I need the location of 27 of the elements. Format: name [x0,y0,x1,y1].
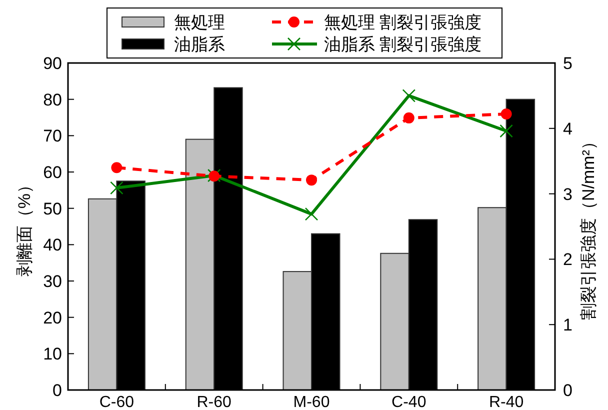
x-tick-label: R-40 [488,394,524,410]
y2-tick-label: 3 [563,184,572,204]
y2-tick-label: 1 [563,316,572,335]
y-tick-label: 80 [43,90,62,110]
y2-axis-title: 割裂引張強度（N/mm²） [579,133,598,320]
y-tick-label: 40 [43,236,62,255]
legend-label: 油脂系 [174,35,225,54]
y-tick-label: 90 [43,54,62,73]
y-tick-label: 60 [43,163,62,182]
y-tick-label: 70 [43,126,62,146]
y2-tick-label: 4 [563,119,572,138]
y-tick-label: 20 [43,308,62,328]
legend-label: 無処理 割裂引張強度 [324,13,482,32]
y2-tick-label: 5 [563,54,572,73]
x-tick-label: C-60 [99,394,134,410]
legend-label: 無処理 [174,13,225,32]
y-tick-label: 0 [52,381,62,400]
y2-tick-label: 0 [563,381,572,400]
y-tick-label: 30 [43,272,62,291]
legend-label: 油脂系 割裂引張強度 [324,35,482,54]
y-tick-label: 50 [43,199,62,218]
x-tick-label: R-60 [196,394,232,410]
y-axis-title: 剥離面（%） [15,176,34,277]
x-tick-label: M-60 [293,394,330,410]
y2-tick-label: 2 [563,250,572,270]
y-tick-label: 10 [43,344,62,364]
x-tick-label: C-40 [392,394,426,410]
